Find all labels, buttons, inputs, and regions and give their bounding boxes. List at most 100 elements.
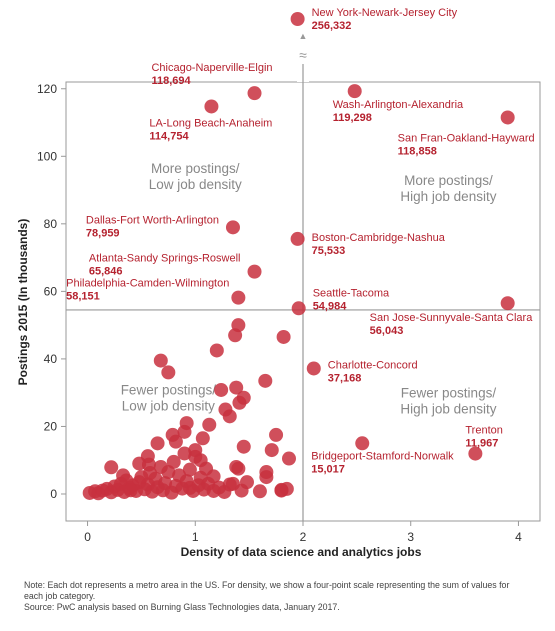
point-label-name: Chicago-Naperville-Elgin [151,62,272,74]
source-line: Source: PwC analysis based on Burning Gl… [24,602,340,612]
data-point [177,446,192,461]
data-point [116,468,131,483]
point-label-value: 256,332 [312,20,352,32]
data-point [193,453,208,468]
quadrant-labels: More postings/Low job density More postin… [121,161,497,417]
data-point [123,483,138,498]
y-axis-label: Postings 2015 (In thousands) [16,219,30,386]
note-line-2: each job category. [24,591,96,601]
point-label-value: 58,151 [66,291,100,303]
data-point [179,416,194,431]
y-tick-label: 0 [50,487,57,501]
data-point-labeled [500,296,515,311]
footnote: Note: Each dot represents a metro area i… [24,580,544,613]
data-point-labeled [500,110,515,125]
point-label-name: LA-Long Beach-Anaheim [149,117,272,129]
quadrant-label-top-left: More postings/ [151,161,240,176]
data-point-labeled [204,99,219,114]
data-point [258,373,273,388]
quadrant-label-bottom-right: High job density [400,402,496,417]
data-point [252,484,267,499]
data-point [195,431,210,446]
data-point [153,353,168,368]
point-label-value: 56,043 [370,325,404,337]
data-point-labeled [231,290,246,305]
point-label-value: 75,533 [312,245,346,257]
quadrant-label-top-left: Low job density [149,177,242,192]
y-tick-label: 20 [44,419,58,433]
x-axis-label: Density of data science and analytics jo… [181,545,422,559]
point-label-value: 118,858 [398,145,437,157]
y-tick-label: 60 [44,284,58,298]
data-point [209,343,224,358]
data-point [222,409,237,424]
axis-break-marker: ≈ [299,47,307,63]
data-point [239,475,254,490]
data-point [206,483,221,498]
x-tick-label: 4 [515,530,522,544]
point-label-name: Seattle-Tacoma [313,287,390,299]
data-point-labeled [355,436,370,451]
data-point-labeled [247,264,262,279]
data-point [182,462,197,477]
data-point [150,436,165,451]
point-label-name: Bridgeport-Stamford-Norwalk [311,450,454,462]
data-point-labeled [247,86,262,101]
data-point-labeled [290,12,305,26]
axis-break-arrow: ▲ [299,31,308,41]
data-point [229,380,244,395]
data-point [276,329,291,344]
quadrant-label-top-right: High job density [400,189,496,204]
point-label-name: Trenton [465,425,503,437]
data-point [202,417,217,432]
data-point [279,481,294,496]
quadrant-label-bottom-left: Low job density [122,398,215,413]
data-point-labeled [290,231,305,246]
point-label-name: San Jose-Sunnyvale-Santa Clara [370,312,534,324]
data-point [214,382,229,397]
quadrant-label-bottom-left: Fewer postings/ [121,382,217,397]
point-label-value: 37,168 [328,372,362,384]
x-tick-label: 1 [192,530,199,544]
data-points [82,12,515,501]
data-point [259,470,274,485]
data-point [104,460,119,475]
x-tick-label: 2 [300,530,307,544]
point-label-value: 54,984 [313,300,348,312]
data-point [236,439,251,454]
point-label-value: 119,298 [333,112,372,124]
data-point [168,434,183,449]
y-tick-label: 80 [44,217,58,231]
y-tick-label: 40 [44,352,58,366]
data-point-labeled [306,361,321,376]
data-point-labeled [225,220,240,235]
quadrant-label-top-right: More postings/ [404,173,493,188]
y-tick-label: 100 [37,149,57,163]
point-label-value: 15,017 [311,463,345,475]
point-label-value: 118,694 [151,75,191,87]
point-label-value: 114,754 [149,130,189,142]
data-point [281,451,296,466]
point-label-name: Wash-Arlington-Alexandria [333,99,464,111]
point-label-name: Atlanta-Sandy Springs-Roswell [89,253,241,265]
quadrant-label-bottom-right: Fewer postings/ [401,386,497,401]
y-tick-label: 120 [37,82,57,96]
data-point [269,427,284,442]
point-label-name: Boston-Cambridge-Nashua [312,232,446,244]
data-point-labeled [291,301,306,316]
point-label-name: Dallas-Fort Worth-Arlington [86,214,219,226]
point-label-value: 65,846 [89,266,123,278]
data-point [231,461,246,476]
point-label-name: San Fran-Oakland-Hayward [398,132,535,144]
point-label-value: 78,959 [86,227,120,239]
point-label-name: New York-Newark-Jersey City [312,7,458,19]
data-point [264,443,279,458]
data-point [182,480,197,495]
data-point-labeled [468,446,483,461]
x-tick-label: 3 [407,530,414,544]
data-point [236,390,251,405]
data-point [166,454,181,469]
